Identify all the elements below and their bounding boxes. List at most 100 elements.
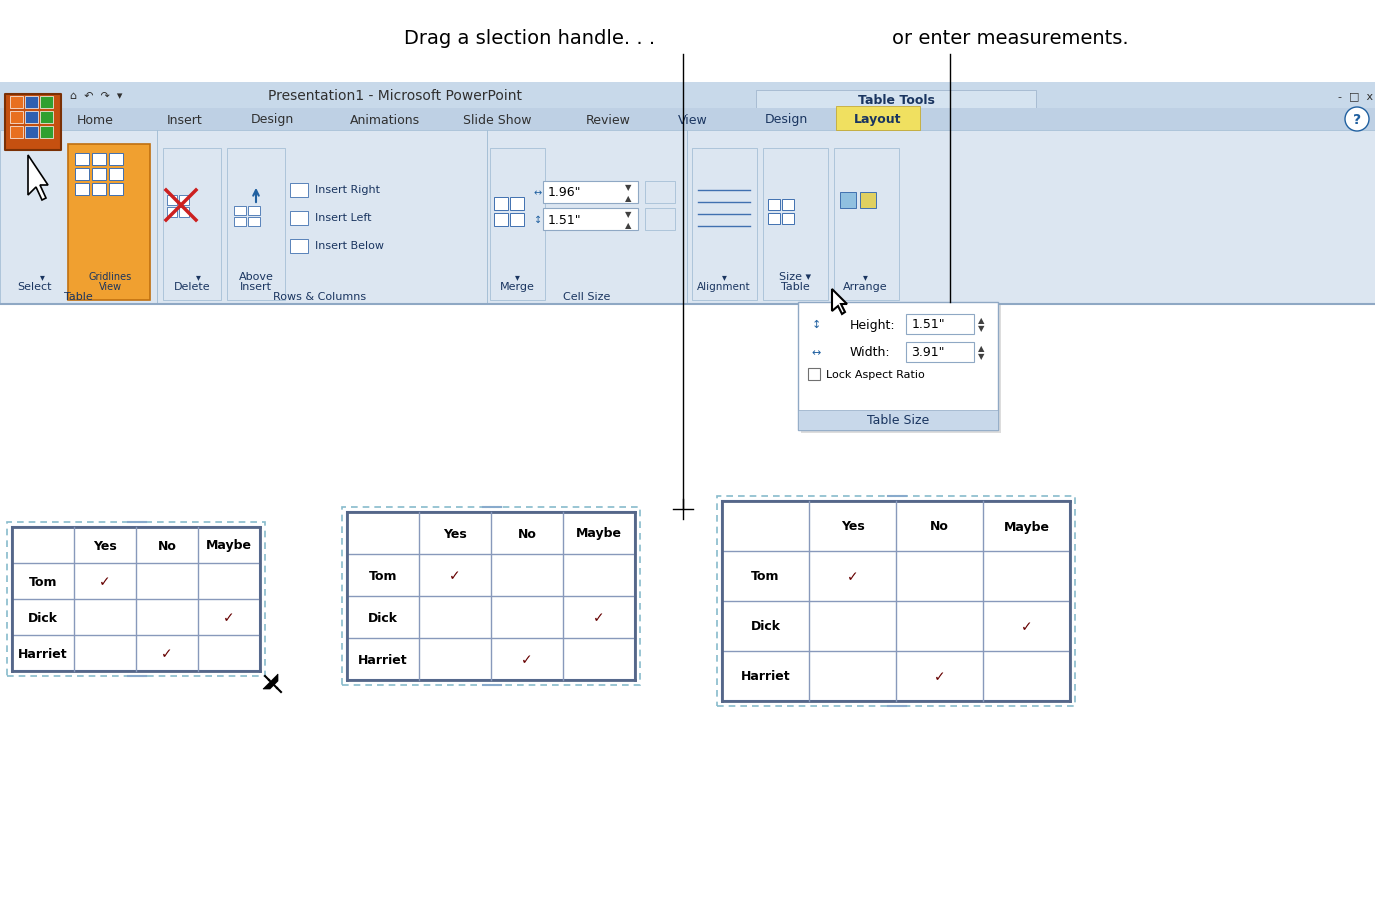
Bar (164, 149, 221, 301)
Polygon shape (832, 289, 847, 314)
Bar (722, 502, 1070, 701)
Bar (92, 169, 106, 181)
Bar (808, 369, 820, 380)
Bar (25, 112, 38, 124)
Text: Table: Table (63, 291, 92, 301)
Bar (248, 218, 260, 227)
Bar (290, 184, 308, 198)
Text: Above: Above (238, 272, 274, 282)
Bar (10, 127, 23, 139)
Text: Rows & Columns: Rows & Columns (274, 291, 367, 301)
Text: Tom: Tom (368, 569, 397, 582)
Text: Insert Below: Insert Below (315, 241, 384, 251)
Bar (234, 207, 246, 216)
Bar (109, 153, 122, 165)
Text: 1.51": 1.51" (549, 213, 582, 226)
Text: ✓: ✓ (161, 646, 173, 660)
Bar (835, 149, 899, 301)
Text: Design: Design (765, 113, 807, 126)
Text: ↔: ↔ (811, 347, 821, 357)
Text: ▼: ▼ (978, 324, 984, 333)
Bar (782, 199, 793, 210)
Text: Home: Home (77, 113, 113, 126)
Bar (76, 153, 89, 165)
Text: Height:: Height: (850, 318, 895, 331)
Bar (543, 182, 638, 204)
Circle shape (1345, 108, 1370, 131)
Text: Insert: Insert (168, 113, 204, 126)
Bar (802, 306, 1001, 434)
Text: ↕: ↕ (811, 320, 821, 330)
Text: Slide Show: Slide Show (463, 113, 531, 126)
Text: ✓: ✓ (521, 652, 532, 666)
Bar (12, 528, 260, 671)
Bar (859, 193, 876, 209)
Text: ▼: ▼ (978, 352, 984, 361)
Bar (756, 91, 1035, 108)
Text: ✓: ✓ (223, 610, 235, 624)
Text: Yes: Yes (94, 539, 117, 552)
Bar (645, 209, 675, 231)
Bar (290, 240, 308, 254)
Text: Dick: Dick (368, 611, 397, 624)
Bar (40, 127, 54, 139)
Text: or enter measurements.: or enter measurements. (891, 28, 1129, 48)
Bar (76, 169, 89, 181)
Text: Dick: Dick (28, 611, 58, 624)
Text: ▾: ▾ (514, 272, 520, 282)
Text: ▾: ▾ (722, 272, 726, 282)
Text: ▼: ▼ (624, 210, 631, 220)
Bar (166, 208, 177, 218)
Bar (290, 211, 308, 226)
Bar (716, 496, 1075, 706)
Text: ▲: ▲ (624, 221, 631, 231)
Text: Maybe: Maybe (576, 527, 622, 539)
Bar (179, 196, 188, 206)
Text: ✓: ✓ (593, 610, 605, 624)
Text: Tom: Tom (29, 575, 58, 588)
Text: Harriet: Harriet (358, 652, 408, 665)
Text: ✓: ✓ (450, 568, 461, 583)
Bar (906, 314, 973, 335)
Text: Dick: Dick (751, 619, 781, 633)
Text: Layout: Layout (854, 113, 902, 126)
Bar (836, 107, 920, 130)
Polygon shape (28, 156, 48, 200)
Bar (494, 214, 507, 227)
Bar (25, 96, 38, 108)
Text: Size ▾: Size ▾ (778, 272, 811, 282)
Text: Arrange: Arrange (843, 282, 887, 291)
Bar (40, 112, 54, 124)
Bar (769, 214, 780, 225)
Text: Design: Design (250, 113, 294, 126)
Text: ?: ? (1353, 113, 1361, 127)
Bar (6, 95, 60, 151)
Bar (10, 112, 23, 124)
Text: ▾: ▾ (40, 272, 44, 282)
Bar (543, 209, 638, 231)
Text: ✓: ✓ (99, 574, 111, 588)
Bar (692, 149, 758, 301)
Bar (25, 127, 38, 139)
Text: ▼: ▼ (624, 183, 631, 192)
Text: Insert Left: Insert Left (315, 213, 371, 222)
Text: Maybe: Maybe (1004, 520, 1049, 533)
Bar (798, 302, 998, 430)
Bar (0, 83, 1375, 305)
Text: ↕: ↕ (534, 215, 542, 225)
Polygon shape (263, 675, 278, 689)
Text: ▲: ▲ (624, 194, 631, 203)
Text: Animations: Animations (349, 113, 419, 126)
Text: Maybe: Maybe (206, 539, 252, 552)
Text: No: No (930, 520, 949, 533)
Text: Presentation1 - Microsoft PowerPoint: Presentation1 - Microsoft PowerPoint (268, 89, 522, 103)
Text: Alignment: Alignment (697, 282, 751, 291)
Text: Table: Table (781, 282, 810, 291)
Bar (234, 218, 246, 227)
Bar (0, 108, 1375, 130)
Bar (490, 149, 544, 301)
Text: Gridlines: Gridlines (88, 272, 132, 282)
Bar (0, 83, 1375, 108)
Bar (763, 149, 828, 301)
Bar (840, 193, 857, 209)
